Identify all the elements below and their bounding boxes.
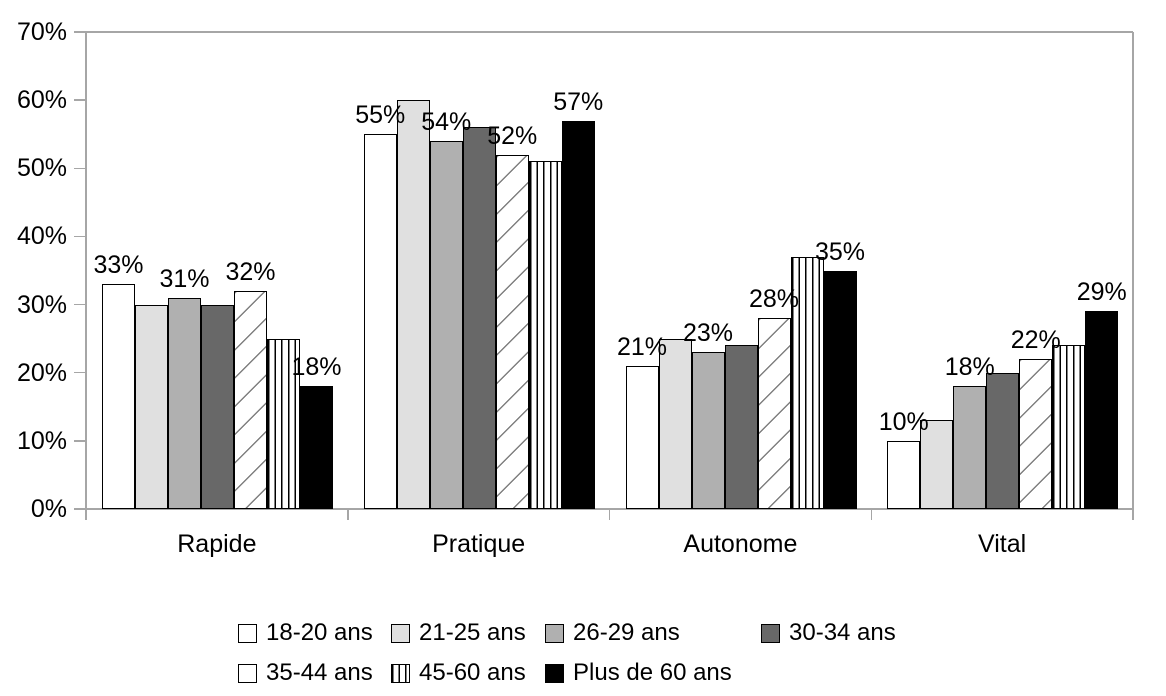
data-label-pratique-26-29-ans: 54% <box>421 108 472 137</box>
y-axis-tick-label: 40% <box>16 222 67 251</box>
y-axis-tick-label: 50% <box>16 154 67 183</box>
legend-item-30-34-ans: 30-34 ans <box>761 620 896 646</box>
legend-item-18-20-ans: 18-20 ans <box>238 620 373 646</box>
y-axis-tick <box>74 99 86 101</box>
y-axis-tick <box>74 440 86 442</box>
data-label-autonome-35-44-ans: 28% <box>748 285 800 314</box>
legend-label: 45-60 ans <box>419 659 526 686</box>
bar-vital-18-20-ans <box>887 440 921 509</box>
y-axis-tick <box>74 303 86 306</box>
x-axis-tick <box>347 509 349 520</box>
bar-vital-21-25-ans <box>920 420 954 509</box>
bar-autonome-30-34-ans <box>724 345 758 509</box>
x-axis-tick <box>608 509 611 520</box>
bar-pratique-21-25-ans <box>396 100 430 509</box>
category-label-vital: Vital <box>978 530 1027 558</box>
data-label-rapide-35-44-ans: 32% <box>225 257 276 286</box>
data-label-rapide-plus-de-60-ans: 18% <box>291 353 342 382</box>
bar-autonome-18-20-ans <box>625 365 659 509</box>
bar-autonome-plus-de-60-ans <box>823 270 857 509</box>
data-label-autonome-18-20-ans: 21% <box>616 332 668 361</box>
legend-item-45-60-ans: 45-60 ans <box>391 660 526 686</box>
y-axis-tick-label: 20% <box>16 358 67 387</box>
y-axis-tick-label: 0% <box>30 495 67 523</box>
legend-swatch <box>238 623 257 643</box>
legend-label: 21-25 ans <box>419 619 526 646</box>
data-label-pratique-35-44-ans: 52% <box>487 121 538 150</box>
bar-rapide-26-29-ans <box>168 297 201 509</box>
plot-top-border <box>86 31 1133 33</box>
x-axis-tick <box>85 509 87 520</box>
legend-swatch <box>545 663 564 683</box>
data-label-vital-26-29-ans: 18% <box>944 353 995 382</box>
legend-label: 35-44 ans <box>266 659 373 686</box>
data-label-rapide-26-29-ans: 31% <box>159 264 210 293</box>
legend-swatch <box>391 623 410 643</box>
data-label-autonome-26-29-ans: 23% <box>682 319 734 348</box>
bar-rapide-45-60-ans <box>267 338 300 509</box>
legend-label: 26-29 ans <box>573 619 680 646</box>
bar-pratique-35-44-ans <box>495 154 529 509</box>
y-axis-tick-label: 60% <box>16 86 67 115</box>
y-axis-tick <box>74 235 86 238</box>
legend-label: Plus de 60 ans <box>573 659 732 686</box>
bar-pratique-26-29-ans <box>429 141 463 509</box>
bar-rapide-21-25-ans <box>135 304 168 509</box>
plot-right-border <box>1132 32 1134 509</box>
data-label-pratique-18-20-ans: 55% <box>355 101 406 130</box>
legend-swatch <box>545 623 564 643</box>
bar-autonome-45-60-ans <box>790 256 824 509</box>
bar-pratique-plus-de-60-ans <box>561 120 595 509</box>
bar-rapide-plus-de-60-ans <box>300 386 333 509</box>
x-axis-tick <box>870 509 872 520</box>
category-label-pratique: Pratique <box>432 530 526 558</box>
bar-pratique-45-60-ans <box>528 161 562 509</box>
bar-vital-plus-de-60-ans <box>1085 311 1119 509</box>
x-axis-tick <box>1132 509 1134 520</box>
y-axis-tick-label: 10% <box>16 426 67 455</box>
bar-vital-45-60-ans <box>1052 345 1086 509</box>
bar-pratique-18-20-ans <box>363 134 397 509</box>
legend-item-21-25-ans: 21-25 ans <box>391 620 526 646</box>
category-label-autonome: Autonome <box>683 530 798 558</box>
bar-vital-35-44-ans <box>1019 359 1053 509</box>
data-label-vital-35-44-ans: 22% <box>1010 326 1061 355</box>
legend-item-plus-de-60-ans: Plus de 60 ans <box>545 660 732 686</box>
y-axis-tick <box>74 31 86 33</box>
data-label-autonome-plus-de-60-ans: 35% <box>814 237 866 266</box>
legend-swatch <box>391 663 410 683</box>
data-label-vital-18-20-ans: 10% <box>878 407 929 436</box>
bar-autonome-26-29-ans <box>691 352 725 509</box>
bar-rapide-18-20-ans <box>102 284 135 509</box>
bar-rapide-30-34-ans <box>201 304 234 509</box>
legend-item-35-44-ans: 35-44 ans <box>238 660 373 686</box>
bar-rapide-35-44-ans <box>234 290 267 509</box>
data-label-rapide-18-20-ans: 33% <box>93 251 144 280</box>
bar-vital-26-29-ans <box>953 386 987 509</box>
legend-swatch <box>761 623 780 643</box>
y-axis-tick <box>74 167 86 170</box>
legend-label: 30-34 ans <box>789 619 896 646</box>
bar-vital-30-34-ans <box>986 372 1020 509</box>
bar-autonome-21-25-ans <box>658 338 692 509</box>
y-axis-tick <box>74 371 86 374</box>
y-axis-tick-label: 70% <box>16 18 67 46</box>
y-axis-tick-label: 30% <box>16 290 67 319</box>
legend-item-26-29-ans: 26-29 ans <box>545 620 680 646</box>
bar-autonome-35-44-ans <box>757 318 791 509</box>
y-axis-tick <box>74 508 86 510</box>
data-label-pratique-plus-de-60-ans: 57% <box>553 87 604 116</box>
legend-label: 18-20 ans <box>266 619 373 646</box>
data-label-vital-plus-de-60-ans: 29% <box>1076 278 1127 307</box>
legend-swatch <box>238 663 257 683</box>
bar-pratique-30-34-ans <box>462 127 496 509</box>
category-label-rapide: Rapide <box>177 530 257 558</box>
y-axis-line <box>85 32 87 509</box>
